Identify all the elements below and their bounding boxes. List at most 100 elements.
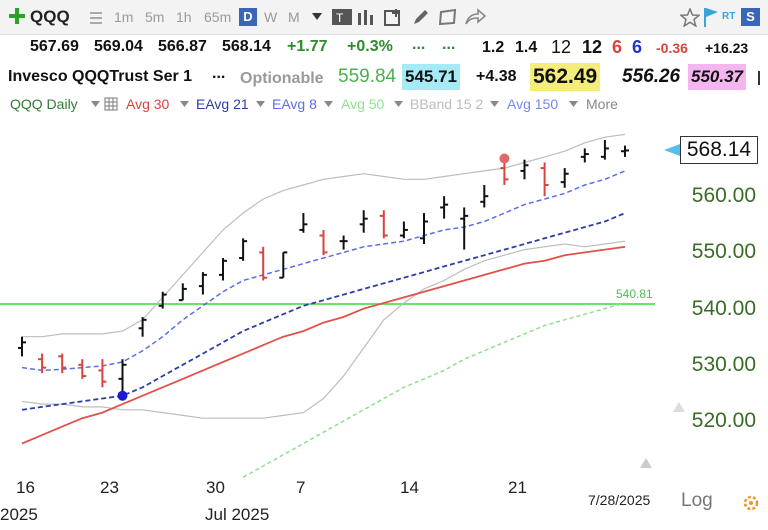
price-bar — [158, 291, 167, 309]
scale-handle-icon[interactable] — [673, 402, 685, 412]
y-tick-label: 540.00 — [691, 296, 756, 320]
info-p6: 550.37 — [688, 64, 746, 90]
x-tick-label: 14 — [400, 478, 419, 497]
price-bar — [78, 359, 87, 379]
chevron-down-icon[interactable] — [91, 101, 100, 108]
avg50-line — [242, 302, 626, 478]
scroll-up-icon[interactable] — [640, 458, 652, 468]
price-bar — [299, 213, 308, 233]
x-tick-label: 21 — [508, 478, 527, 497]
price-bar — [580, 148, 589, 163]
quote-change: +1.77 — [287, 38, 328, 55]
chevron-down-icon[interactable] — [180, 101, 189, 108]
realtime-label[interactable]: RT — [722, 11, 736, 22]
signal-marker — [499, 153, 510, 164]
last-price-label: 568.14 — [680, 136, 758, 165]
chart-name-label[interactable]: QQQ Daily — [10, 96, 78, 112]
period-monthly-button[interactable]: M — [288, 9, 300, 25]
period-daily-button[interactable]: D — [239, 8, 257, 26]
quote-row: 567.69 569.04 566.87 568.14 +1.77 +0.3% … — [0, 34, 768, 62]
star-icon[interactable] — [680, 8, 700, 27]
eavg8-line — [21, 170, 626, 372]
s-badge[interactable]: S — [741, 8, 760, 26]
info-ellipsis: ... — [212, 65, 226, 82]
quote-low: 566.87 — [158, 38, 207, 55]
share-icon[interactable] — [464, 8, 486, 26]
add-symbol-icon[interactable] — [8, 7, 26, 25]
log-scale-toggle[interactable]: Log — [681, 490, 713, 511]
timeframe-65m[interactable]: 65m — [204, 9, 232, 25]
chevron-down-icon[interactable] — [569, 101, 578, 108]
price-bar — [540, 162, 549, 197]
indicator-eavg21[interactable]: EAvg 21 — [196, 96, 249, 112]
period-weekly-button[interactable]: W — [264, 9, 278, 25]
quote-v8: +16.23 — [705, 40, 749, 56]
quote-ellipsis-2: ... — [442, 36, 456, 53]
y-tick-label: 550.00 — [691, 240, 756, 264]
info-p5: 556.26 — [622, 66, 681, 87]
timeframe-1h[interactable]: 1h — [176, 9, 192, 25]
timeframe-5m[interactable]: 5m — [145, 9, 165, 25]
chevron-down-icon[interactable] — [256, 101, 265, 108]
quote-v5: 6 — [612, 37, 623, 57]
quote-v7: -0.36 — [656, 40, 688, 56]
chevron-down-icon[interactable] — [324, 101, 333, 108]
price-bar — [18, 336, 26, 357]
date-label: 7/28/2025 — [588, 492, 651, 508]
chevron-down-icon[interactable] — [394, 101, 403, 108]
price-bar — [178, 283, 187, 302]
text-tool-icon[interactable]: T — [332, 9, 352, 25]
add-study-icon[interactable] — [384, 8, 404, 26]
info-p1: 559.84 — [338, 66, 397, 87]
price-bar — [480, 184, 489, 208]
price-bar — [259, 246, 268, 281]
indicator-legend: QQQ Daily Avg 30 EAvg 21 EAvg 8 Avg 50 B… — [0, 93, 768, 117]
optionable-label: Optionable — [240, 70, 324, 87]
flag-icon[interactable] — [703, 7, 719, 27]
security-name: Invesco QQQTrust Ser 1 — [8, 68, 193, 85]
reference-line-label: 540.81 — [616, 287, 653, 301]
price-bar — [379, 210, 388, 239]
chevron-down-icon[interactable] — [312, 13, 322, 21]
x-tick-label: 30 — [206, 478, 225, 497]
x-sub-label: 2025 — [0, 505, 38, 524]
price-bar — [98, 359, 107, 388]
info-p2: 545.71 — [402, 64, 460, 90]
quote-v2: 1.4 — [515, 39, 538, 56]
indicator-avg150[interactable]: Avg 150 — [507, 96, 559, 112]
pencil-icon[interactable] — [412, 8, 430, 26]
quote-open: 567.69 — [30, 38, 79, 55]
more-indicators-link[interactable]: More — [586, 96, 618, 112]
price-bar — [520, 159, 529, 180]
grid-menu-icon[interactable] — [88, 10, 104, 26]
info-p4: 562.49 — [530, 63, 601, 91]
price-bar — [219, 258, 227, 281]
more-info-icon[interactable] — [756, 70, 766, 86]
indicator-eavg8[interactable]: EAvg 8 — [272, 96, 317, 112]
svg-text:T: T — [336, 11, 344, 25]
indicator-avg50[interactable]: Avg 50 — [341, 96, 385, 112]
indicator-grid-icon[interactable] — [104, 97, 118, 111]
timeframe-1m[interactable]: 1m — [114, 9, 134, 25]
price-bar — [58, 353, 67, 374]
bband-lower-line — [21, 240, 626, 419]
x-sub-label: Jul 2025 — [205, 505, 270, 524]
price-chart[interactable]: 540.81 — [0, 117, 768, 530]
info-p3: +4.38 — [476, 68, 517, 85]
quote-v1: 1.2 — [482, 39, 505, 56]
price-bar — [399, 221, 408, 239]
indicator-bband[interactable]: BBand 15 2 — [410, 96, 484, 112]
chevron-down-icon[interactable] — [490, 101, 499, 108]
price-bar — [420, 213, 428, 244]
indicator-avg30[interactable]: Avg 30 — [126, 96, 170, 112]
quote-v6: 6 — [632, 37, 643, 57]
price-bar — [239, 238, 248, 261]
settings-gear-icon[interactable] — [742, 494, 760, 512]
symbol-input[interactable]: QQQ — [30, 7, 70, 26]
info-row: Invesco QQQTrust Ser 1 ... Optionable 55… — [0, 62, 768, 92]
toolbar: QQQ 1m 5m 1h 65m D W M T RT S — [0, 0, 768, 35]
layout-icon[interactable] — [438, 8, 458, 26]
price-bar — [198, 272, 207, 295]
bar-style-icon[interactable] — [356, 9, 376, 25]
price-bar — [621, 145, 629, 157]
